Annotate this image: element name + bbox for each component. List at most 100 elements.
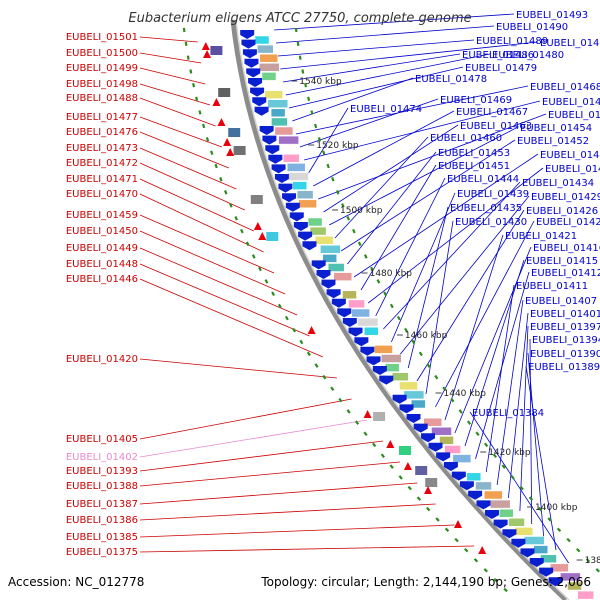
genome-summary-text: Topology: circular; Length: 2,144,190 bp… (260, 575, 591, 589)
forward-strand-arrows (201, 42, 487, 554)
right-gene-label: EUBELI_01401 (530, 309, 600, 320)
reverse-arrow (268, 154, 283, 164)
reverse-arrow (392, 394, 407, 404)
right-leader-line (308, 107, 349, 174)
feature-block (348, 299, 365, 309)
feature-block (271, 117, 288, 127)
feature-block (403, 390, 425, 400)
right-leader-line (282, 53, 461, 83)
forward-arrow (423, 486, 432, 494)
right-gene-label: EUBELI_01384 (472, 408, 544, 419)
reverse-arrow (241, 39, 256, 49)
feature-block (307, 217, 323, 227)
right-gene-label: EUBELI_01430 (455, 217, 527, 228)
left-leader-line (139, 83, 211, 106)
reverse-arrow (372, 366, 387, 375)
right-gene-label: EUBELI_01434 (522, 178, 594, 189)
left-gene-label: EUBELI_01459 (66, 210, 138, 221)
kbp-tick-label: 1540 kbp (299, 77, 342, 87)
reverse-arrow (476, 500, 491, 510)
accession-text: Accession: NC_012778 (8, 575, 144, 589)
reverse-arrow (337, 308, 352, 318)
right-gene-label: EUBELI_01389 (528, 362, 600, 373)
right-gene-label: EUBELI_01458 (548, 110, 600, 121)
right-gene-label: EUBELI_01467 (456, 107, 528, 118)
right-leader-line (496, 299, 524, 486)
reverse-arrow (326, 289, 341, 299)
feature-block (257, 44, 274, 54)
reverse-arrow (254, 106, 269, 116)
kbp-tick-label: 1420 kbp (488, 448, 531, 458)
right-leader-line (275, 25, 495, 44)
right-gene-label: EUBELI_01463 (460, 121, 532, 132)
reverse-arrow (436, 452, 451, 462)
forward-arrow (478, 546, 487, 554)
feature-block (282, 154, 300, 163)
forward-arrow (203, 50, 212, 58)
left-leader-line (139, 545, 475, 553)
right-leader-line (277, 39, 475, 57)
right-gene-label: EUBELI_01444 (447, 174, 519, 185)
left-gene-label: EUBELI_01388 (66, 481, 138, 492)
reverse-arrow (271, 164, 286, 174)
reverse-arrow (348, 327, 363, 337)
reverse-arrow (242, 49, 257, 59)
left-gene-label: EUBELI_01472 (66, 158, 138, 169)
reverse-arrow (443, 462, 458, 471)
feature-block (523, 536, 545, 545)
feature-block (499, 508, 514, 518)
feature-block (392, 372, 409, 381)
forward-arrow (454, 520, 462, 528)
kbp-tick-label: 1440 kbp (444, 389, 487, 399)
left-gene-label: EUBELI_01476 (66, 127, 138, 138)
feature-block (270, 108, 286, 118)
forward-arrow (253, 222, 262, 230)
left-leader-line (139, 247, 298, 316)
right-leader-line (347, 151, 437, 265)
right-leader-line (313, 110, 455, 187)
right-gene-label: EUBELI_01412 (531, 268, 600, 279)
right-gene-label: EUBELI_01429 (531, 192, 600, 203)
left-gene-label: EUBELI_01488 (66, 93, 138, 104)
right-gene-label: EUBELI_01452 (517, 136, 589, 147)
feature-block (381, 354, 402, 363)
right-gene-label: EUBELI_01453 (438, 148, 510, 159)
reverse-arrow (379, 375, 394, 385)
feature-block (274, 126, 294, 136)
left-gene-label: EUBELI_01405 (66, 434, 138, 445)
forward-arrow (363, 410, 372, 418)
left-gene-label: EUBELI_01386 (66, 515, 138, 526)
right-leader-line (360, 164, 437, 291)
left-leader-line (139, 162, 245, 211)
right-gene-label: EUBELI_01464 (542, 97, 600, 108)
left-gene-label: EUBELI_01500 (66, 48, 138, 59)
feature-block (322, 254, 337, 263)
reverse-arrow (274, 174, 289, 183)
reverse-arrow (250, 87, 265, 97)
left-leader-line (139, 36, 198, 43)
right-leader-line (527, 352, 545, 538)
feature-block (399, 381, 418, 391)
gene-block (210, 46, 223, 55)
feature-block (267, 99, 289, 108)
gene-block (415, 466, 428, 475)
map-title: Eubacterium eligens ATCC 27750, complete… (128, 11, 471, 26)
reverse-arrow (484, 510, 499, 519)
right-leader-line (508, 312, 529, 499)
right-leader-line (407, 206, 449, 369)
kbp-tick-label: 1520 kbp (316, 141, 359, 151)
reverse-arrow (265, 145, 280, 155)
right-gene-label: EUBELI_01439 (457, 189, 529, 200)
right-leader-line (469, 411, 569, 564)
right-leader-line (340, 139, 516, 252)
kbp-tick-label: 1460 kbp (405, 331, 448, 341)
reverse-arrow (240, 30, 255, 39)
right-gene-label: EUBELI_01407 (525, 296, 597, 307)
reverse-arrow (252, 97, 267, 107)
right-leader-line (295, 85, 529, 135)
feature-block (288, 172, 309, 181)
right-leader-line (304, 100, 541, 161)
left-leader-line (139, 214, 275, 274)
right-gene-label: EUBELI_01411 (516, 281, 588, 292)
reverse-arrow (511, 538, 526, 548)
